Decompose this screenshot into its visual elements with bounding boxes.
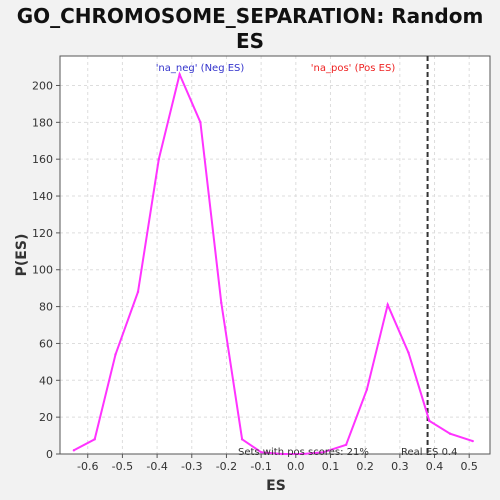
series-points <box>72 73 474 456</box>
series-line-random-es <box>73 71 474 455</box>
series-point <box>220 301 223 305</box>
series-point <box>428 419 431 423</box>
y-axis-label: P(ES) <box>14 234 30 277</box>
plot-background <box>60 56 490 454</box>
series-point <box>93 438 96 441</box>
series-point <box>157 157 161 161</box>
x-tick-label: -0.6 <box>77 460 98 473</box>
x-tick-label: -0.5 <box>112 460 133 473</box>
series-point <box>199 121 202 124</box>
legend-pos-es: 'na_pos' (Pos ES) <box>311 63 396 74</box>
x-axis-label: ES <box>266 478 286 494</box>
series-point <box>114 353 117 356</box>
series-point <box>448 432 452 435</box>
y-tick-label: 180 <box>32 116 53 129</box>
x-tick-label: -0.2 <box>216 460 237 473</box>
x-tick-label: -0.3 <box>181 460 202 473</box>
series-point <box>471 439 474 443</box>
real-es-annotation: Real ES 0.4 <box>401 447 457 458</box>
series-point <box>386 303 389 306</box>
grid-layer <box>60 56 490 455</box>
pos-scores-annotation: Sets with pos scores: 21% <box>238 447 369 458</box>
y-tick-label: 20 <box>39 411 53 424</box>
series-point <box>136 290 140 294</box>
legend-neg-es: 'na_neg' (Neg ES) <box>156 63 245 74</box>
y-tick-label: 60 <box>39 337 53 350</box>
series-point <box>322 450 325 454</box>
series-point <box>178 73 181 76</box>
x-tick-label: -0.4 <box>146 460 167 473</box>
series-point <box>240 438 244 441</box>
chart-title-line1: GO_CHROMOSOME_SEPARATION: Random ES <box>16 4 484 53</box>
x-tick-label: 0.2 <box>356 460 374 473</box>
x-tick-label: 0.4 <box>426 460 444 473</box>
series-point <box>365 388 369 391</box>
y-tick-label: 140 <box>32 190 53 203</box>
x-tick-label: -0.1 <box>250 460 271 473</box>
x-tick-label: 0.3 <box>391 460 409 473</box>
y-tick-label: 40 <box>39 374 53 387</box>
series-point <box>72 449 76 452</box>
series-point <box>280 452 284 456</box>
y-tick-label: 100 <box>32 264 53 277</box>
y-axis-ticks: 0 20 40 60 80 100 120 140 160 180 200 <box>32 79 60 461</box>
series-point <box>344 443 348 446</box>
x-tick-label: 0.5 <box>460 460 478 473</box>
series-point <box>407 351 410 354</box>
x-tick-label: 0.1 <box>322 460 340 473</box>
series-point <box>301 452 304 456</box>
x-axis-ticks: -0.6 -0.5 -0.4 -0.3 -0.2 -0.1 0.0 0.1 0.2 0.3 0.4 0… <box>77 454 478 473</box>
y-tick-label: 160 <box>32 153 53 166</box>
y-tick-label: 120 <box>32 227 53 240</box>
x-tick-label: 0.0 <box>287 460 305 473</box>
y-tick-label: 0 <box>46 448 53 461</box>
series-point <box>259 450 263 454</box>
y-tick-label: 200 <box>32 79 53 92</box>
y-tick-label: 80 <box>39 301 53 314</box>
